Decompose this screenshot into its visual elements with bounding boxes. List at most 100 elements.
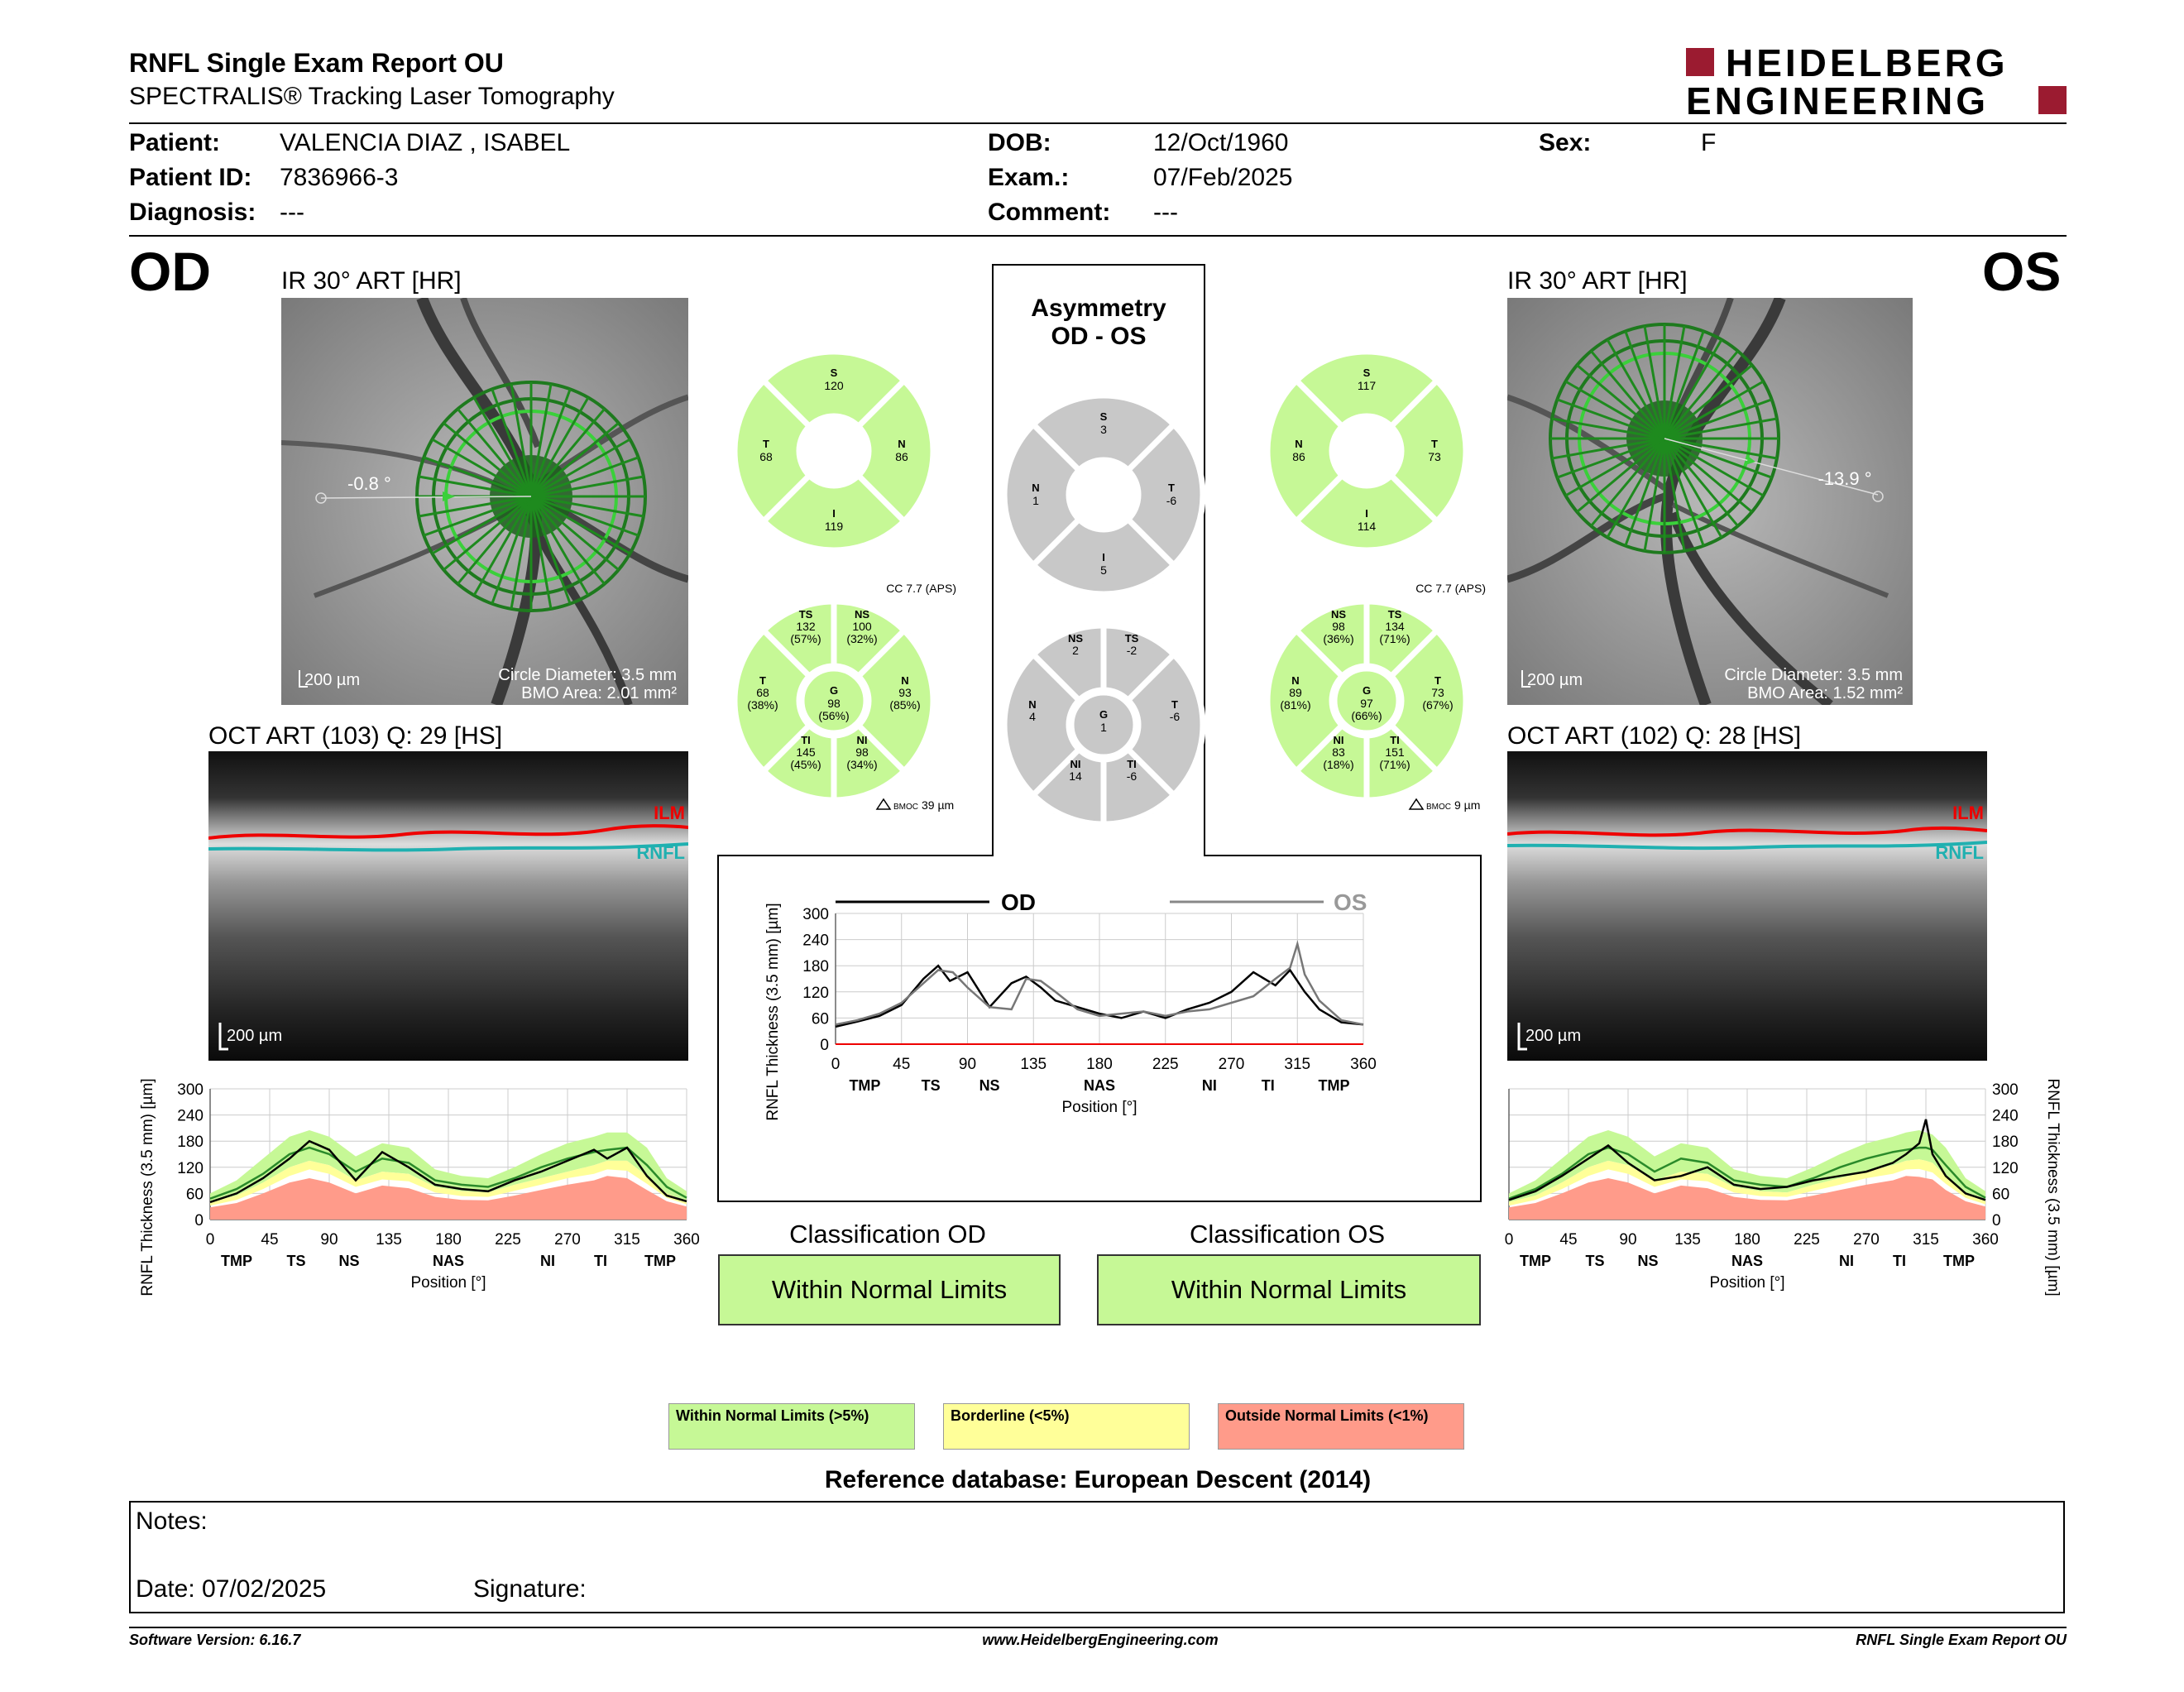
- sector-label: TMP: [221, 1253, 252, 1269]
- os-sect-sector-lr: [1363, 721, 1441, 803]
- scan-spoke: [1576, 437, 1665, 513]
- od-quad-i-label: I: [832, 507, 836, 520]
- scan-spoke: [530, 495, 644, 518]
- x-tick-label: 225: [1152, 1056, 1179, 1073]
- heidelberg-logo: HEIDELBERG ENGINEERING: [1686, 41, 2067, 122]
- reference-database: Reference database: European Descent (20…: [824, 1466, 1372, 1493]
- od-oct-bscan: ILM RNFL 200 µm: [208, 751, 689, 1061]
- y-tick-label: 60: [186, 1186, 204, 1203]
- thickness-map-center: [801, 418, 867, 484]
- os-sect-t-label: T: [1434, 674, 1441, 687]
- od-bmoc-value: 39 µm: [922, 798, 954, 812]
- od-thickness-line: [209, 1139, 687, 1204]
- scan-spoke: [1664, 417, 1778, 440]
- sector-label: NS: [1637, 1253, 1658, 1269]
- x-tick-label: 315: [614, 1231, 640, 1249]
- sector-label: TI: [594, 1253, 607, 1269]
- x-tick-label: 225: [495, 1231, 521, 1249]
- scan-spoke: [530, 456, 639, 498]
- x-tick-label: 90: [1619, 1231, 1636, 1249]
- scan-spoke: [529, 496, 590, 597]
- scan-spoke: [1590, 350, 1666, 439]
- asym-quad-i-label: I: [1102, 551, 1105, 563]
- scan-spoke: [1663, 350, 1739, 439]
- legend-od-label: OD: [1001, 889, 1036, 915]
- x-tick-label: 225: [1794, 1231, 1820, 1249]
- diagnosis-label: Diagnosis:: [129, 199, 256, 226]
- asym-sect-t-value: -6: [1170, 710, 1181, 723]
- scan-spoke: [1664, 437, 1765, 497]
- asym-quad-s-label: S: [1100, 410, 1108, 423]
- patient-divider: [129, 235, 2067, 237]
- y-tick-label: 240: [177, 1108, 204, 1125]
- footer-url[interactable]: www.HeidelbergEngineering.com: [982, 1632, 1219, 1648]
- scan-spoke: [1556, 437, 1665, 479]
- os-sect-sector-g: [1333, 667, 1401, 735]
- os-eye-label: OS: [1982, 241, 2062, 302]
- x-tick-label: 135: [1020, 1056, 1046, 1073]
- od-bmoc-delta-icon: [875, 798, 892, 810]
- sector-label: TS: [922, 1077, 941, 1094]
- scan-spoke: [423, 456, 532, 498]
- od-quad-sector-i: [759, 471, 908, 554]
- os-ir-title: IR 30° ART [HR]: [1507, 267, 1688, 295]
- scan-spoke: [491, 388, 533, 497]
- y-tick-label: 60: [812, 1010, 829, 1028]
- os-ir-scale: 200 µm: [1527, 671, 1583, 689]
- os-sect-t-pct: (67%): [1422, 698, 1453, 712]
- od-sect-ni-label: NI: [857, 734, 868, 746]
- asym-quad-sector-i: [1029, 515, 1178, 597]
- os-quad-i-label: I: [1365, 507, 1368, 520]
- asym-sect-ts-value: -2: [1127, 644, 1138, 657]
- patient-id-label: Patient ID:: [129, 164, 252, 191]
- scan-spoke: [530, 475, 644, 498]
- sector-label: TS: [1585, 1253, 1604, 1269]
- patient-name: VALENCIA DIAZ , ISABEL: [280, 129, 571, 156]
- sex-label: Sex:: [1539, 129, 1592, 156]
- os-fundus-image: -13.9 ° 200 µm Circle Diameter: 3.5 mm B…: [1506, 295, 1913, 709]
- od-sect-sector-l: [731, 626, 814, 775]
- od-ilm-label: ILM: [654, 803, 685, 823]
- scan-spoke: [1663, 338, 1723, 439]
- os-quad-sector-s: [1292, 348, 1441, 431]
- os-sect-ni-pct: (18%): [1323, 758, 1353, 771]
- y-tick-label: 180: [802, 958, 829, 975]
- od-quad-sector-left: [731, 376, 814, 525]
- y-tick-label: 240: [1992, 1108, 2019, 1125]
- asymmetry-title-line1: Asymmetry: [1031, 295, 1166, 322]
- os-quad-s-label: S: [1363, 367, 1371, 379]
- scan-spoke: [1551, 437, 1665, 460]
- sector-label: TMP: [644, 1253, 676, 1269]
- sector-label: NI: [1202, 1077, 1217, 1094]
- od-angle: -0.8 °: [347, 473, 391, 494]
- sector-label: NS: [338, 1253, 359, 1269]
- scan-spoke: [1624, 438, 1666, 547]
- os-quad-i-value: 114: [1358, 520, 1377, 533]
- notes-label: Notes:: [136, 1507, 208, 1535]
- scan-spoke: [1551, 417, 1665, 440]
- od-normal-band: [210, 1130, 687, 1202]
- scan-spoke: [1606, 338, 1666, 439]
- legend-outside: Outside Normal Limits (<1%): [1218, 1403, 1464, 1450]
- scan-spoke: [529, 408, 606, 497]
- scan-spoke: [418, 495, 532, 518]
- os-oct-scale: 200 µm: [1525, 1027, 1581, 1045]
- od-ir-scale: 200 µm: [304, 671, 360, 689]
- os-outside-band: [1509, 1176, 1985, 1220]
- os-angle: -13.9 °: [1818, 468, 1871, 489]
- os-quad-sector-i: [1292, 471, 1441, 554]
- os-circle-diameter: Circle Diameter: 3.5 mm: [1724, 666, 1903, 684]
- asym-quad-right-value: -6: [1166, 494, 1177, 507]
- od-sect-g-label: G: [830, 684, 838, 697]
- x-tick-label: 360: [1972, 1231, 1999, 1249]
- sector-label: NAS: [1084, 1077, 1115, 1094]
- diagnosis: ---: [280, 199, 304, 226]
- notes-box[interactable]: Notes: Date: 07/02/2025 Signature:: [129, 1501, 2065, 1613]
- x-tick-label: 180: [1734, 1231, 1760, 1249]
- scan-spoke: [529, 496, 553, 610]
- od-sect-ts-label: TS: [799, 608, 813, 621]
- x-axis-title: Position [°]: [1061, 1099, 1137, 1116]
- x-tick-label: 45: [893, 1056, 910, 1073]
- notes-signature: Signature:: [473, 1575, 587, 1603]
